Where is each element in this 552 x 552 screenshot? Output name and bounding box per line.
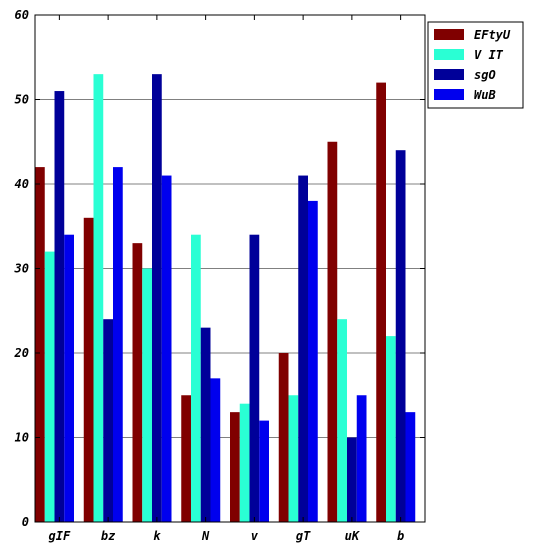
y-tick-label: 60 (15, 8, 29, 22)
bar-EFtyU-bz (83, 217, 94, 523)
bar-EFtyU-gT (278, 353, 289, 522)
bar-WuB-bz (113, 167, 123, 522)
x-tick-label: N (201, 529, 210, 543)
x-tick-label: gT (296, 529, 311, 543)
bar-sgO-v (249, 234, 260, 522)
bar-EFtyU-gIF (35, 167, 45, 522)
y-tick-label: 10 (15, 431, 29, 445)
y-tick-label: 20 (14, 346, 29, 360)
bar-sgO-gIF (54, 91, 65, 523)
bar-WuB-uK (356, 395, 367, 522)
bar-WuB-N (210, 378, 221, 522)
bar-sgO-b (395, 150, 406, 522)
legend-label: EFtyU (474, 28, 511, 42)
bar-WuB-v (259, 420, 269, 522)
x-tick-label: v (251, 529, 259, 543)
bar-sgO-N (200, 327, 211, 522)
bar-V-IT-k (142, 268, 152, 522)
bar-V-IT-v (239, 403, 250, 522)
bar-EFtyU-N (181, 395, 191, 522)
x-tick-label: k (153, 529, 161, 543)
bar-EFtyU-b (376, 82, 386, 522)
bar-V-IT-bz (93, 74, 104, 523)
legend-label: sgO (474, 68, 496, 82)
legend-label: V IT (474, 48, 504, 62)
x-tick-label: b (397, 529, 404, 543)
legend-swatch (434, 49, 464, 60)
x-tick-label: bz (101, 529, 115, 543)
y-tick-label: 50 (15, 93, 29, 107)
bar-V-IT-uK (337, 319, 347, 522)
bar-WuB-b (405, 412, 416, 522)
bar-EFtyU-uK (327, 141, 338, 522)
legend-swatch (434, 29, 464, 40)
bars (35, 74, 416, 523)
bar-sgO-uK (347, 437, 357, 522)
y-tick-label: 30 (14, 262, 29, 276)
bar-V-IT-gIF (44, 251, 55, 522)
bar-V-IT-N (191, 234, 201, 522)
bar-EFtyU-k (132, 243, 143, 522)
bar-sgO-bz (103, 319, 113, 522)
bar-sgO-gT (298, 175, 308, 523)
legend-swatch (434, 89, 464, 100)
bar-WuB-gT (308, 200, 318, 522)
bar-WuB-k (161, 175, 172, 523)
legend: EFtyU V IT sgO WuB (427, 21, 524, 109)
y-tick-label: 0 (22, 515, 29, 529)
bar-V-IT-gT (288, 395, 299, 522)
x-tick-label: uK (345, 529, 361, 543)
x-tick-label: gIF (49, 529, 71, 543)
legend-swatch (434, 69, 464, 80)
y-tick-label: 40 (15, 177, 29, 191)
bar-WuB-gIF (64, 234, 74, 522)
y-axis: 0 10 20 30 40 50 60 (14, 8, 425, 529)
bar-EFtyU-v (230, 412, 240, 522)
bar-sgO-k (152, 74, 162, 523)
bar-V-IT-b (386, 336, 396, 522)
legend-label: WuB (474, 88, 496, 102)
